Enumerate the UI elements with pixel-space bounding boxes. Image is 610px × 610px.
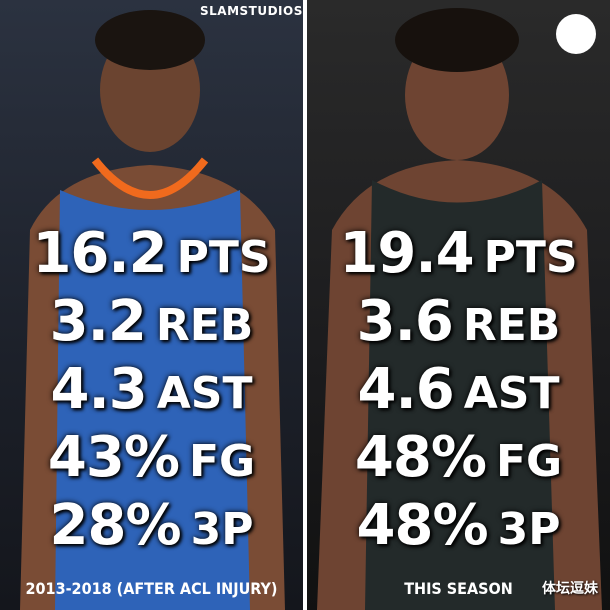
stat-label: REB [155, 300, 254, 351]
right-panel: 19.4 PTS 3.6 REB 4.6 AST 48% FG 48% 3P THIS SEASO… [307, 0, 610, 610]
player-photo [20, 10, 285, 610]
stat-label: AST [463, 368, 560, 419]
stat-line: 4.3 AST [0, 356, 303, 424]
stat-value: 3.6 [356, 289, 454, 354]
stat-label: FG [495, 436, 563, 487]
stat-label: AST [156, 368, 253, 419]
stat-line: 28% 3P [0, 492, 303, 560]
stat-value: 48% [356, 493, 489, 558]
stat-line: 4.6 AST [307, 356, 610, 424]
stat-line: 16.2 PTS [0, 220, 303, 288]
left-panel: SLAMSTUDIOS 16.2 PTS 3.2 REB 4.3 AST 43% FG 28% 3… [0, 0, 303, 610]
brand: SLAMSTUDIOS [200, 4, 303, 18]
stats: 19.4 PTS 3.6 REB 4.6 AST 48% FG 48% 3P [307, 220, 610, 560]
stat-line: 48% 3P [307, 492, 610, 560]
stat-label: REB [462, 300, 561, 351]
logo [556, 14, 596, 54]
stat-value: 43% [47, 425, 180, 490]
stats: 16.2 PTS 3.2 REB 4.3 AST 43% FG 28% 3P [0, 220, 303, 560]
stat-value: 4.3 [50, 357, 148, 422]
player-photo [317, 8, 602, 610]
stat-value: 4.6 [357, 357, 455, 422]
stat-label: FG [188, 436, 256, 487]
stat-value: 48% [354, 425, 487, 490]
stat-value: 19.4 [339, 221, 474, 286]
stat-label: PTS [176, 232, 271, 283]
stat-line: 3.2 REB [0, 288, 303, 356]
stat-line: 3.6 REB [307, 288, 610, 356]
stat-value: 28% [49, 493, 182, 558]
caption: 2013-2018 (AFTER ACL INJURY) [25, 579, 278, 598]
watermark: 体坛逗妹 [542, 581, 598, 597]
stat-line: 43% FG [0, 424, 303, 492]
stat-value: 16.2 [32, 221, 167, 286]
stat-line: 19.4 PTS [307, 220, 610, 288]
stat-label: 3P [497, 504, 561, 555]
stat-value: 3.2 [49, 289, 147, 354]
stat-label: PTS [483, 232, 578, 283]
caption: THIS SEASON [404, 579, 513, 598]
stat-line: 48% FG [307, 424, 610, 492]
stat-label: 3P [190, 504, 254, 555]
